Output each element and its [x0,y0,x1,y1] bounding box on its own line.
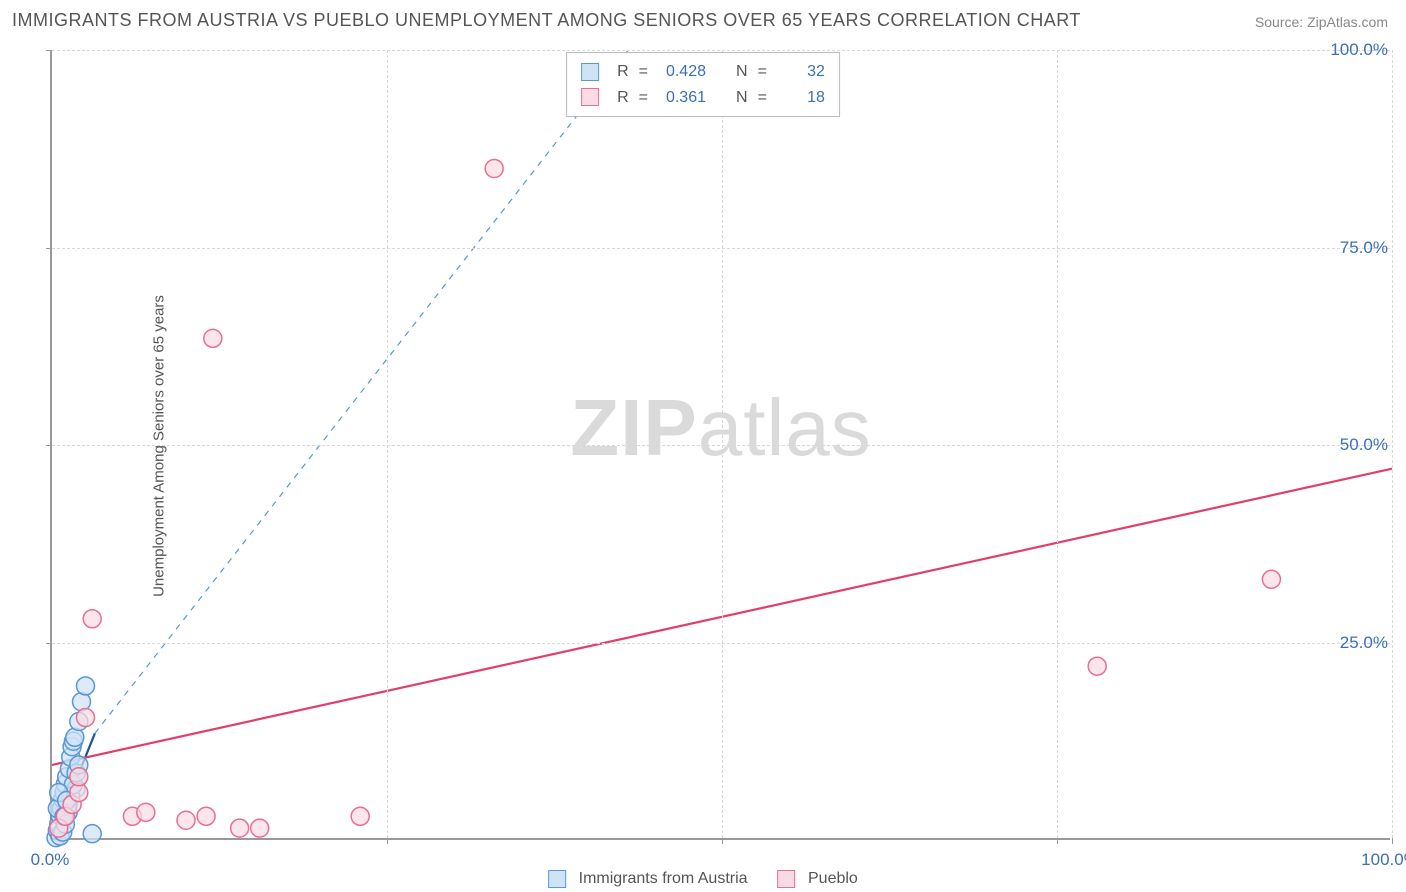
r-value-1: 0.428 [658,59,706,85]
legend-item-1: Immigrants from Austria [548,870,747,888]
n-value-2: 18 [777,85,825,111]
swatch-series1 [581,63,599,81]
source-label: Source: ZipAtlas.com [1255,14,1388,30]
y-tick-label: 100.0% [1330,40,1388,60]
stats-legend-box: R = 0.428 N = 32 R = 0.361 N = 18 [566,52,840,117]
legend-swatch-1 [548,870,566,888]
y-tick-label: 75.0% [1340,238,1388,258]
x-axis-legend: Immigrants from Austria Pueblo [548,870,858,888]
stats-row-series1: R = 0.428 N = 32 [581,59,825,85]
n-value-1: 32 [777,59,825,85]
legend-swatch-2 [778,870,796,888]
r-value-2: 0.361 [658,85,706,111]
swatch-series2 [581,88,599,106]
y-tick-label: 25.0% [1340,633,1388,653]
x-tick-label: 0.0% [31,850,70,870]
x-tick-label: 100.0% [1361,850,1406,870]
stats-row-series2: R = 0.361 N = 18 [581,85,825,111]
legend-item-2: Pueblo [778,870,858,888]
plot-area: ZIPatlas [50,50,1390,840]
chart-title: IMMIGRANTS FROM AUSTRIA VS PUEBLO UNEMPL… [12,10,1081,31]
y-tick-label: 50.0% [1340,435,1388,455]
